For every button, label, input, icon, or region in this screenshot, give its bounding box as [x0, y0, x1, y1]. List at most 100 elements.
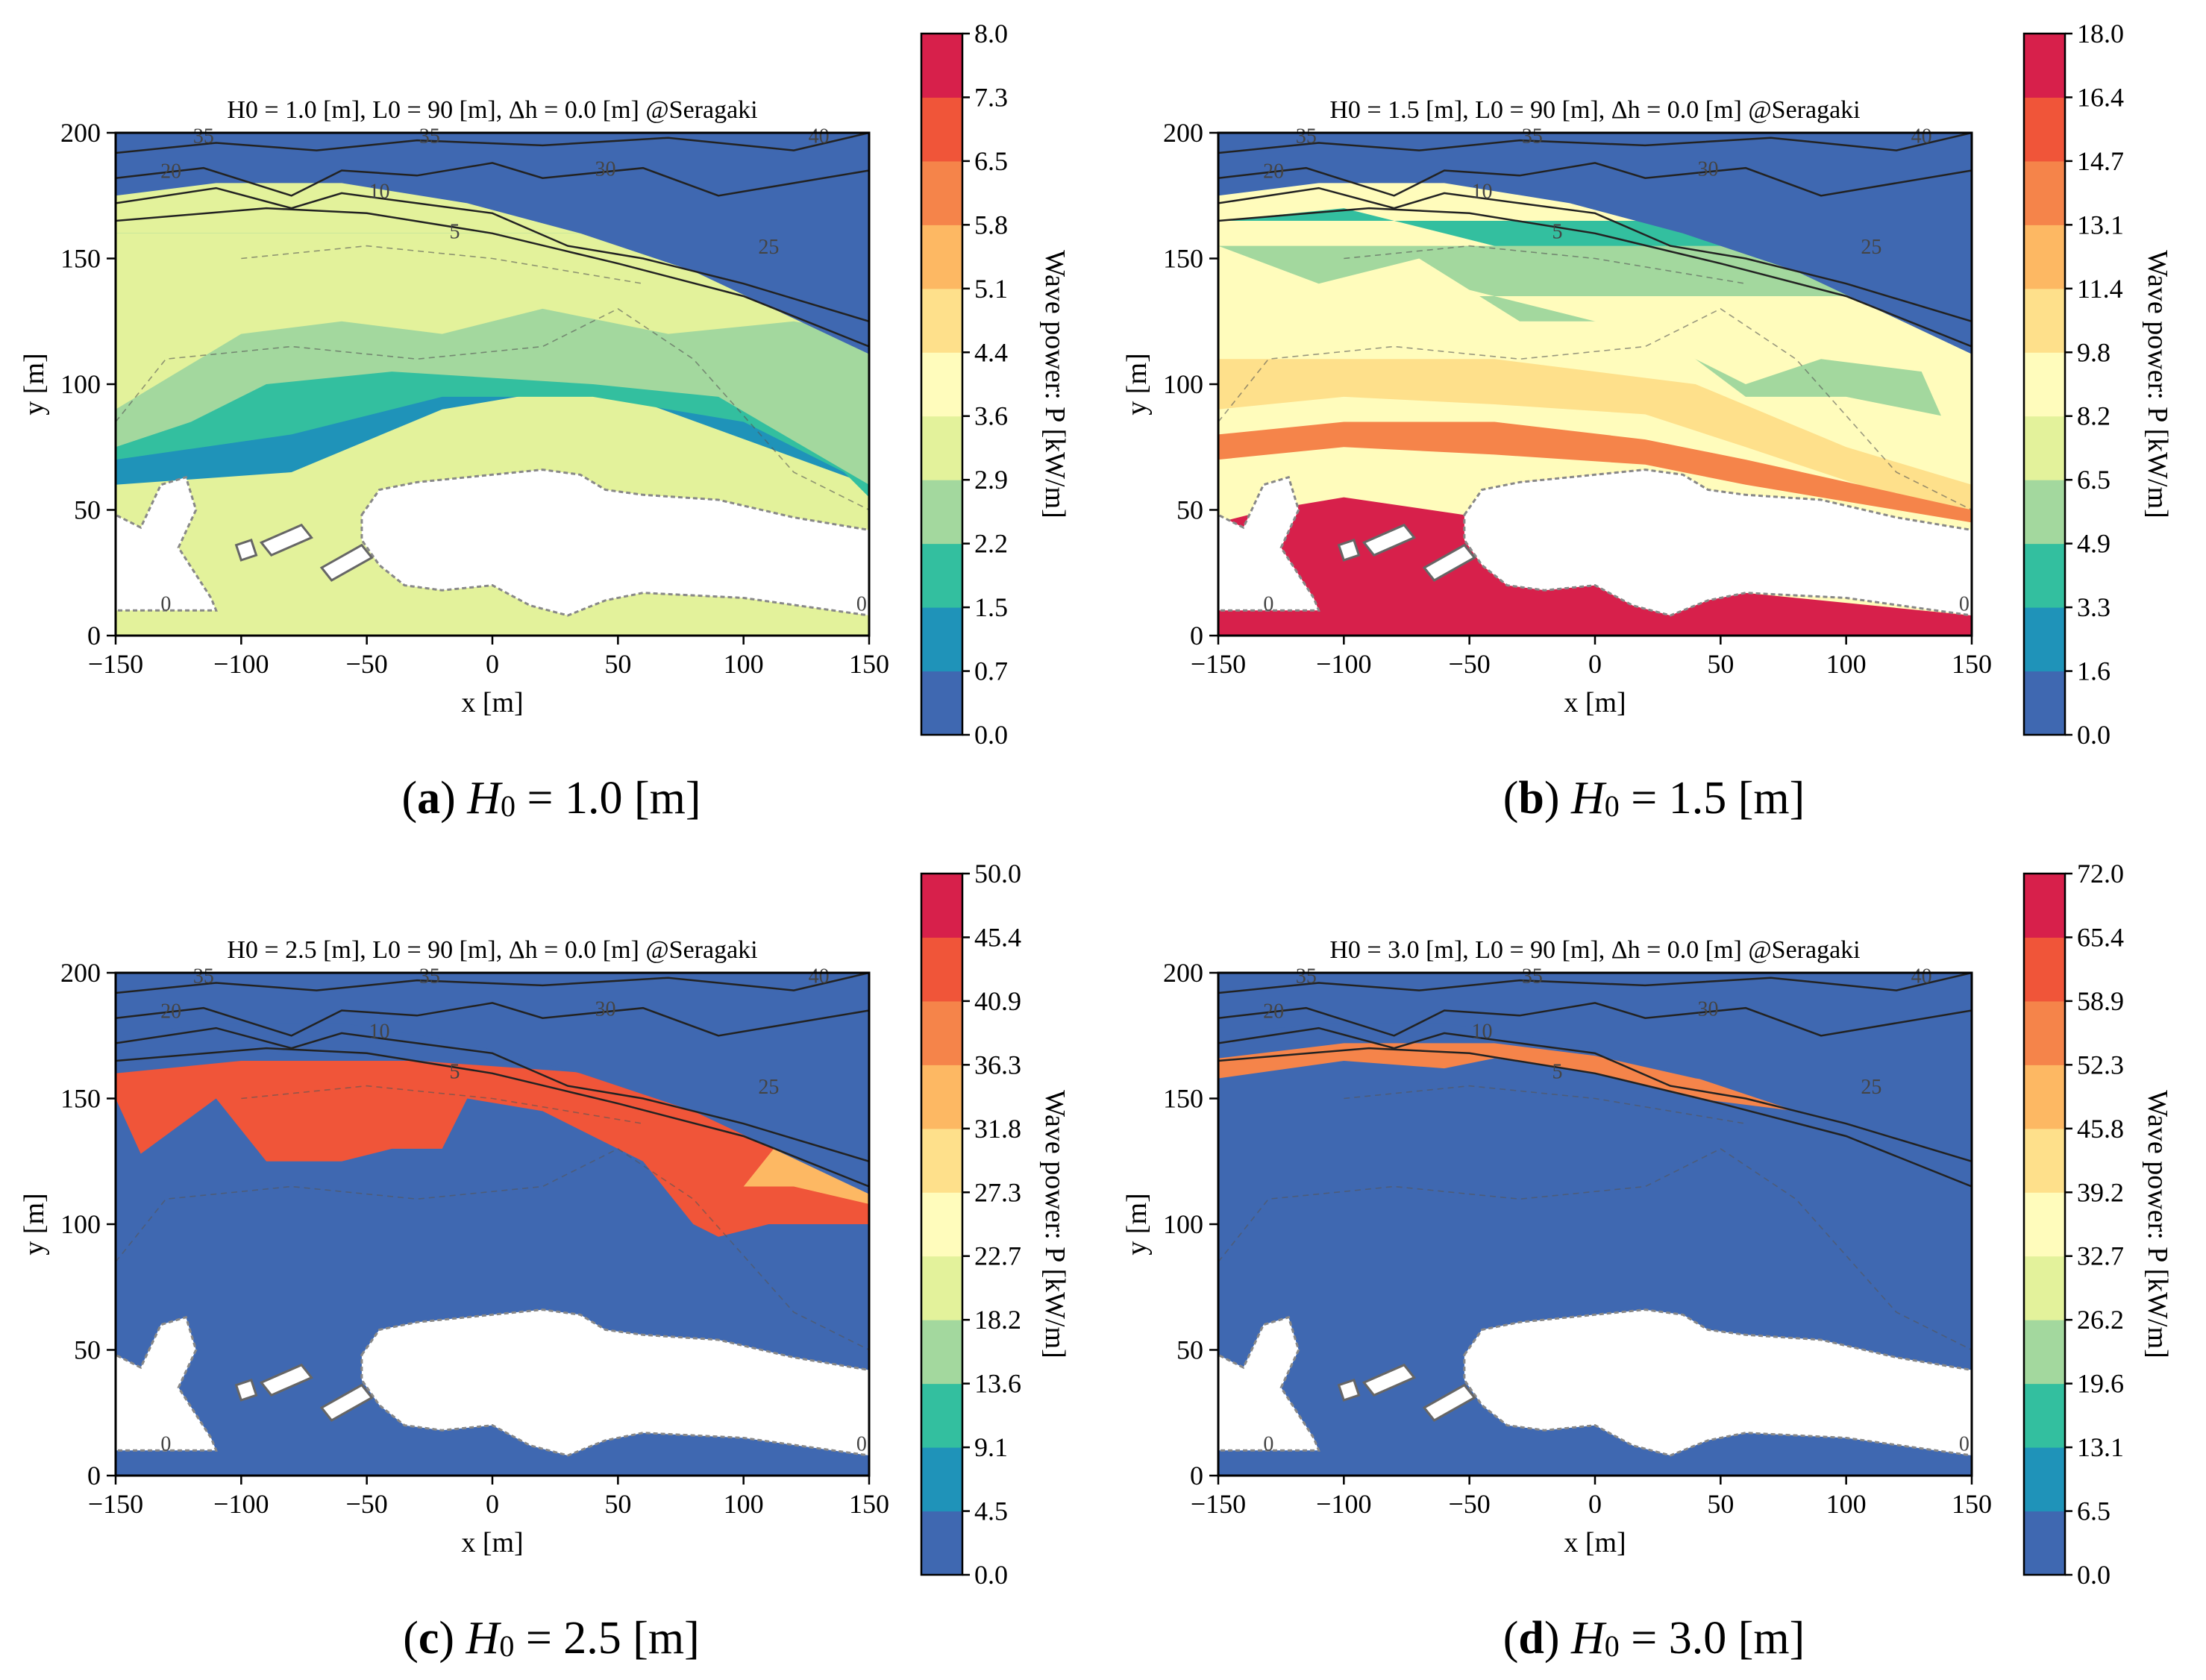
colorbar-segment	[2024, 1511, 2065, 1576]
contour-label: 0	[856, 1432, 867, 1455]
colorbar-segment	[2024, 1383, 2065, 1448]
depth-contour-line	[116, 973, 869, 994]
colorbar-segment	[2024, 671, 2065, 736]
colorbar-segment	[921, 352, 962, 417]
colorbar-tick-label: 31.8	[974, 1114, 1021, 1144]
offshore-zone	[116, 133, 869, 354]
field-band	[1218, 283, 1972, 485]
contour-label: 25	[758, 236, 779, 259]
x-tick-label: −150	[1191, 649, 1246, 679]
colorbar-tick-label: 19.6	[2077, 1369, 2124, 1399]
plot-area	[1218, 973, 1972, 1476]
y-axis-label: y [m]	[1121, 353, 1153, 415]
contour-label: 40	[1911, 125, 1932, 148]
land-mass-main	[1463, 1308, 1972, 1457]
colorbar-segment	[2024, 1000, 2065, 1065]
x-tick-label: 150	[849, 649, 889, 679]
x-tick-label: 0	[486, 649, 499, 679]
colorbar-tick-label: 8.0	[974, 19, 1008, 48]
depth-contour-dashed	[116, 1147, 869, 1351]
x-tick-label: 0	[1588, 1489, 1602, 1519]
y-tick-label: 150	[60, 1084, 101, 1114]
y-tick-label: 100	[1163, 1209, 1203, 1239]
y-axis-label: y [m]	[19, 1193, 50, 1255]
colorbar-tick-label: 9.1	[974, 1432, 1008, 1462]
x-tick-label: 0	[486, 1489, 499, 1519]
colorbar-segment	[2024, 543, 2065, 608]
islet	[1422, 543, 1476, 582]
contour-label: 25	[1861, 1076, 1881, 1099]
contour-label: 0	[1263, 592, 1273, 615]
colorbar-segment	[921, 225, 962, 289]
depth-contour-line	[116, 1047, 869, 1188]
islet	[234, 538, 258, 562]
colorbar-tick-label: 4.4	[974, 337, 1008, 367]
colorbar-tick-label: 39.2	[2077, 1177, 2124, 1207]
y-tick-label: 100	[60, 1209, 101, 1239]
contour-label: 40	[809, 125, 830, 148]
x-tick-label: 50	[604, 649, 631, 679]
depth-contour-line	[1218, 1002, 1972, 1037]
y-tick-label: 100	[1163, 369, 1203, 399]
depth-contour-line	[116, 1027, 869, 1162]
y-tick-label: 0	[87, 1461, 101, 1491]
colorbar-tick-label: 65.4	[2077, 922, 2124, 952]
colorbar-segment	[921, 1320, 962, 1385]
colorbar-segment	[921, 874, 962, 938]
colorbar-tick-label: 8.2	[2077, 401, 2111, 431]
contour-label: 35	[419, 965, 440, 988]
x-tick-label: −150	[1191, 1489, 1246, 1519]
colorbar-tick-label: 2.2	[974, 529, 1008, 559]
colorbar-segment	[921, 1128, 962, 1193]
contour-label: 0	[160, 592, 171, 615]
colorbar-tick-label: 11.4	[2077, 274, 2123, 304]
land-mass-west	[116, 1315, 218, 1452]
x-tick-label: 150	[1952, 1489, 1992, 1519]
contour-label: 35	[1296, 965, 1317, 988]
y-tick-label: 50	[74, 1335, 101, 1365]
contour-label: 0	[1263, 1432, 1273, 1455]
colorbar-segment	[921, 1065, 962, 1129]
contour-label: 35	[1522, 965, 1543, 988]
colorbar-segment	[2024, 288, 2065, 353]
x-tick-label: −100	[213, 649, 269, 679]
colorbar-tick-label: 45.8	[2077, 1114, 2124, 1144]
depth-contour-line	[1218, 162, 1972, 197]
depth-contour-line	[1218, 1027, 1972, 1162]
land-mass-west	[1218, 475, 1320, 612]
chart-title: H0 = 3.0 [m], L0 = 90 [m], Δh = 0.0 [m] …	[1329, 936, 1860, 964]
depth-contour-dashed	[1218, 307, 1972, 511]
colorbar-tick-label: 6.5	[974, 146, 1008, 176]
offshore-zone	[1218, 133, 1972, 354]
contour-label: 25	[1861, 236, 1881, 259]
colorbar-tick-label: 45.4	[974, 922, 1021, 952]
colorbar-tick-label: 13.6	[974, 1369, 1021, 1399]
x-tick-label: −50	[346, 1489, 388, 1519]
land-mass-main	[360, 1308, 869, 1457]
colorbar-tick-label: 40.9	[974, 986, 1021, 1016]
plot-area	[116, 973, 869, 1476]
contour-label: 5	[1552, 221, 1563, 244]
colorbar-tick-label: 0.0	[2077, 1560, 2111, 1590]
contour-label: 35	[1296, 125, 1317, 148]
colorbar-label: Wave power: P [kW/m]	[2142, 250, 2173, 518]
contour-label: 0	[160, 1432, 171, 1455]
islet	[1337, 538, 1361, 562]
colorbar-tick-label: 3.3	[2077, 592, 2111, 622]
colorbar-segment	[2024, 1065, 2065, 1129]
land-mass-main	[360, 468, 869, 617]
y-tick-label: 0	[1190, 621, 1203, 651]
x-axis-label: x [m]	[1564, 1527, 1626, 1558]
x-tick-label: 100	[724, 649, 764, 679]
islet	[1422, 1383, 1476, 1422]
chart-title: H0 = 1.5 [m], L0 = 90 [m], Δh = 0.0 [m] …	[1329, 96, 1860, 124]
colorbar-tick-label: 6.5	[2077, 1496, 2111, 1526]
colorbar-tick-label: 52.3	[2077, 1050, 2124, 1079]
heatmap-plot-b: 35 35 40 20 30 10 5 25 0 0 H0 = 1.5 [m], L0 = 90 […	[1121, 19, 2173, 750]
x-tick-label: −100	[213, 1489, 269, 1519]
x-tick-label: 50	[1707, 649, 1734, 679]
depth-contour-line	[1218, 1047, 1972, 1188]
contour-label: 35	[419, 125, 440, 148]
colorbar-tick-label: 26.2	[2077, 1305, 2124, 1335]
colorbar-segment	[921, 160, 962, 225]
